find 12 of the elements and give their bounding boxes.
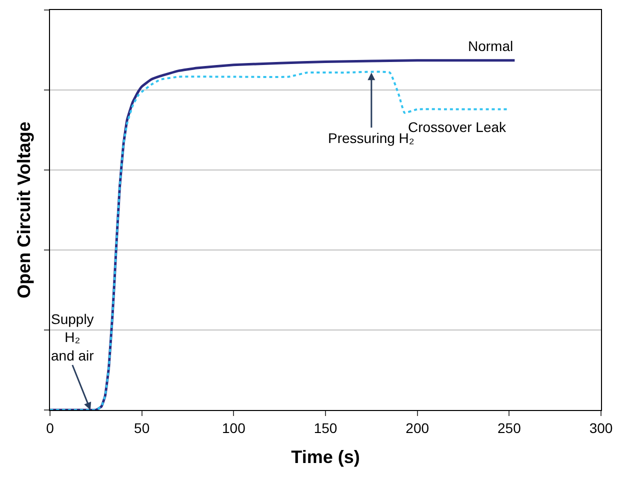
x-axis-title: Time (s) <box>291 446 360 467</box>
series-label: Crossover Leak <box>408 119 508 135</box>
annotation: Supply H₂ and air <box>51 311 94 364</box>
x-tick-label: 300 <box>589 420 613 436</box>
x-tick-label: 150 <box>314 420 338 436</box>
x-tick-label: 0 <box>46 420 54 436</box>
y-axis-title: Open Circuit Voltage <box>14 122 34 298</box>
x-tick-label: 200 <box>406 420 430 436</box>
x-tick-label: 100 <box>222 420 246 436</box>
series-label: Normal <box>468 38 514 54</box>
x-tick-label: 50 <box>134 420 150 436</box>
x-tick-label: 250 <box>497 420 522 436</box>
